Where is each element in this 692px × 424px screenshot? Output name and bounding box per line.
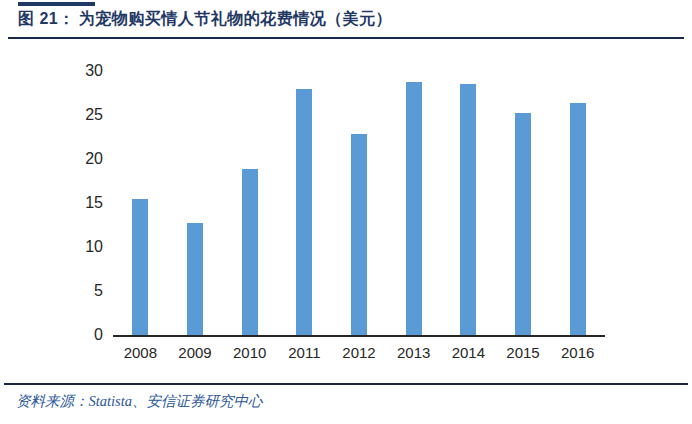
bar-2015 [515,113,531,335]
x-tick-label-2013: 2013 [386,344,441,361]
bar-column-2016 [550,71,605,335]
x-tick-label-2012: 2012 [332,344,387,361]
figure-number-label: 图 21： [18,10,75,27]
bar-column-2015 [496,71,551,335]
y-tick-label-15: 15 [85,193,103,213]
x-axis: 200820092010201120122013201420152016 [113,344,605,361]
source-prefix: 资料来源： [16,393,89,409]
bar-2013 [406,82,422,335]
source-footer: 资料来源：Statista、安信证券研究中心 [16,392,676,411]
bar-column-2012 [332,71,387,335]
bar-2016 [570,103,586,335]
y-axis: 051015202530 [0,71,103,335]
source-text: Statista、安信证券研究中心 [89,393,263,409]
chart-title: 为宠物购买情人节礼物的花费情况（美元） [79,10,393,27]
bar-column-2010 [222,71,277,335]
y-tick-label-30: 30 [85,61,103,81]
title-underline [8,37,684,39]
report-chart-page: 图 21：为宠物购买情人节礼物的花费情况（美元） 0 5 10 15 20 25 30 20… [0,0,692,424]
x-tick-label-2015: 2015 [496,344,551,361]
bar-2009 [187,223,203,335]
x-tick-label-2016: 2016 [550,344,605,361]
bar-2008 [132,199,148,335]
bar-column-2014 [441,71,496,335]
y-tick-label-5: 5 [94,281,103,301]
y-tick-label-25: 25 [85,105,103,125]
y-tick-label-0: 0 [94,325,103,345]
footer-divider [4,383,688,385]
x-tick-label-2014: 2014 [441,344,496,361]
x-tick-label-2009: 2009 [168,344,223,361]
plot-area [113,71,605,337]
bar-column-2011 [277,71,332,335]
y-tick-label-20: 20 [85,149,103,169]
top-accent-bar [18,2,95,6]
y-tick-label-10: 10 [85,237,103,257]
bar-column-2008 [113,71,168,335]
bar-2011 [296,89,312,335]
bar-column-2009 [168,71,223,335]
chart-header: 图 21：为宠物购买情人节礼物的花费情况（美元） [18,9,678,30]
bar-2012 [351,134,367,335]
x-tick-label-2008: 2008 [113,344,168,361]
bar-2010 [242,169,258,335]
bar-2014 [460,84,476,335]
x-tick-label-2011: 2011 [277,344,332,361]
bar-column-2013 [386,71,441,335]
x-tick-label-2010: 2010 [222,344,277,361]
